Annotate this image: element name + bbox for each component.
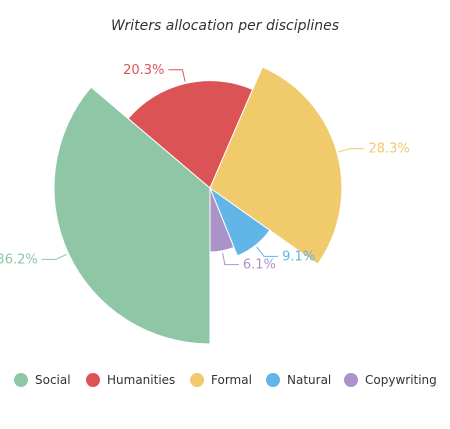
- rose-slice-copywriting[interactable]: [209, 187, 235, 253]
- legend-swatch: [190, 373, 204, 387]
- legend-label: Social: [35, 373, 71, 387]
- legend-swatch: [14, 373, 28, 387]
- label-leader-line: [222, 252, 239, 266]
- legend-label: Copywriting: [365, 373, 437, 387]
- legend-swatch: [266, 373, 280, 387]
- rose-slice-formal[interactable]: [209, 66, 343, 265]
- data-label-formal: 28.3%: [368, 142, 409, 157]
- rose-slice-social[interactable]: [53, 86, 211, 345]
- rose-slice-natural[interactable]: [208, 186, 271, 257]
- data-label-natural: 9.1%: [282, 249, 315, 264]
- legend-item-social[interactable]: Social: [14, 370, 71, 390]
- chart-legend: Social Humanities Formal Natural Copywri…: [8, 370, 448, 394]
- legend-item-formal[interactable]: Formal: [190, 370, 252, 390]
- legend-swatch: [86, 373, 100, 387]
- data-label-social: 36.2%: [0, 252, 38, 267]
- rose-chart: 36.2% 20.3% 28.3% 9.1% 6.1%: [0, 63, 410, 345]
- legend-item-copywriting[interactable]: Copywriting: [344, 370, 437, 390]
- legend-label: Natural: [287, 373, 332, 387]
- legend-swatch: [344, 373, 358, 387]
- label-leader-line: [168, 69, 186, 82]
- chart-title: Writers allocation per disciplines: [110, 18, 340, 34]
- legend-item-humanities[interactable]: Humanities: [86, 370, 175, 390]
- label-leader-line: [41, 253, 67, 260]
- label-leader-line: [338, 148, 365, 153]
- data-label-copywriting: 6.1%: [243, 258, 276, 273]
- legend-label: Humanities: [107, 373, 176, 387]
- legend-label: Formal: [211, 373, 252, 387]
- data-label-humanities: 20.3%: [123, 63, 164, 78]
- legend-item-natural[interactable]: Natural: [266, 370, 331, 390]
- label-leader-line: [256, 246, 279, 257]
